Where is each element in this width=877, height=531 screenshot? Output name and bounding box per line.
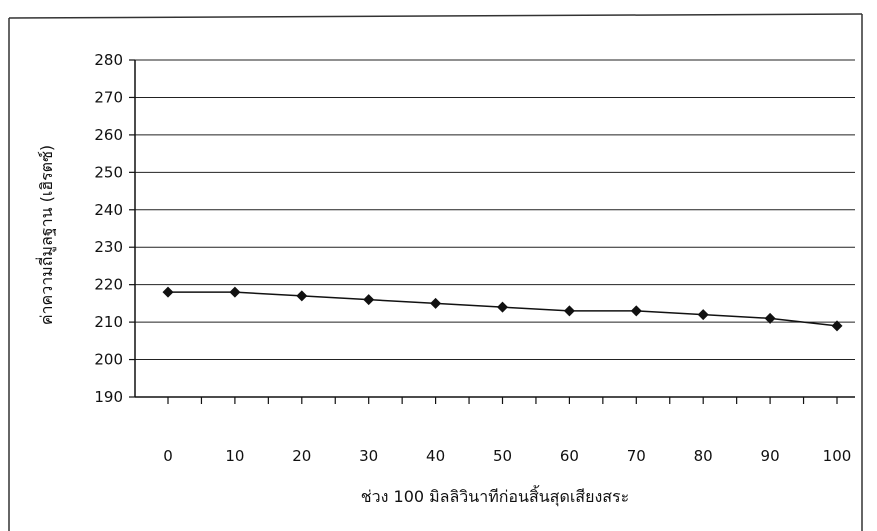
x-axis-title: ช่วง 100 มิลลิวินาทีก่อนสิ้นสุดเสียงสระ [361,485,629,507]
x-tick-label: 30 [359,447,378,465]
data-point [430,297,442,309]
y-axis-title: ค่าความถี่มูลฐาน (เฮิรตซ์) [35,145,57,325]
y-tick-label: 240 [94,201,123,219]
data-point [697,309,709,321]
y-tick-label: 210 [94,313,123,331]
x-tick-label: 60 [560,447,579,465]
x-tick-label: 70 [627,447,646,465]
x-tick-label: 80 [694,447,713,465]
y-tick-label: 200 [94,351,123,369]
data-point [296,290,308,302]
data-point [764,312,776,324]
y-tick-label: 270 [94,88,123,106]
x-tick-label: 50 [493,447,512,465]
y-tick-label: 280 [94,51,123,69]
y-tick-label: 250 [94,163,123,181]
x-tick-label: 40 [426,447,445,465]
x-tick-label: 0 [163,447,173,465]
x-tick-label: 20 [292,447,311,465]
gridlines [135,59,855,361]
y-tick-label: 220 [94,276,123,294]
data-point [563,305,575,317]
data-point [630,305,642,317]
y-tick-label: 190 [94,388,123,406]
x-tick-label: 100 [823,447,852,465]
data-point [363,294,375,306]
y-tick-label: 260 [94,126,123,144]
y-tick-label: 230 [94,238,123,256]
data-point [831,320,843,332]
data-point [162,286,174,298]
figure-border-top [8,13,863,19]
data-point [497,301,508,313]
x-tick-label: 10 [225,447,244,465]
x-tick-labels: 0 10 20 30 40 50 60 70 80 90 100 [163,447,851,465]
data-point [229,286,241,298]
x-tick-label: 90 [761,447,780,465]
figure-border [8,13,863,531]
series-group [162,286,843,332]
y-tick-labels: 190 200 210 220 230 240 250 260 270 280 [94,51,123,406]
axes [129,59,855,404]
